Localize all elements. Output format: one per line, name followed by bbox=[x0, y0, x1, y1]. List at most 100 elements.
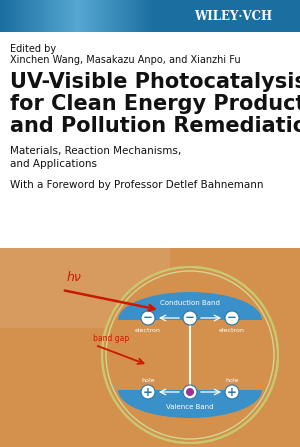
FancyBboxPatch shape bbox=[23, 0, 24, 32]
FancyBboxPatch shape bbox=[116, 0, 117, 32]
Text: Materials, Reaction Mechanisms,: Materials, Reaction Mechanisms, bbox=[10, 146, 181, 156]
Circle shape bbox=[225, 311, 239, 325]
Text: Xinchen Wang, Masakazu Anpo, and Xianzhi Fu: Xinchen Wang, Masakazu Anpo, and Xianzhi… bbox=[10, 55, 241, 65]
FancyBboxPatch shape bbox=[19, 0, 20, 32]
FancyBboxPatch shape bbox=[84, 0, 85, 32]
FancyBboxPatch shape bbox=[64, 0, 65, 32]
FancyBboxPatch shape bbox=[61, 0, 62, 32]
FancyBboxPatch shape bbox=[54, 0, 55, 32]
FancyBboxPatch shape bbox=[49, 0, 50, 32]
FancyBboxPatch shape bbox=[9, 0, 10, 32]
FancyBboxPatch shape bbox=[45, 0, 46, 32]
FancyBboxPatch shape bbox=[48, 0, 49, 32]
Text: band gap: band gap bbox=[93, 334, 129, 343]
FancyBboxPatch shape bbox=[119, 0, 120, 32]
FancyBboxPatch shape bbox=[46, 0, 47, 32]
FancyBboxPatch shape bbox=[136, 0, 137, 32]
FancyBboxPatch shape bbox=[20, 0, 21, 32]
FancyBboxPatch shape bbox=[95, 0, 96, 32]
Text: −: − bbox=[185, 312, 195, 325]
Text: Edited by: Edited by bbox=[10, 44, 56, 54]
FancyBboxPatch shape bbox=[77, 0, 78, 32]
Text: With a Foreword by Professor Detlef Bahnemann: With a Foreword by Professor Detlef Bahn… bbox=[10, 180, 263, 190]
FancyBboxPatch shape bbox=[112, 0, 113, 32]
FancyBboxPatch shape bbox=[12, 0, 13, 32]
FancyBboxPatch shape bbox=[133, 0, 134, 32]
FancyBboxPatch shape bbox=[149, 0, 150, 32]
FancyBboxPatch shape bbox=[131, 0, 132, 32]
FancyBboxPatch shape bbox=[40, 0, 41, 32]
FancyBboxPatch shape bbox=[58, 0, 59, 32]
FancyBboxPatch shape bbox=[145, 0, 146, 32]
FancyBboxPatch shape bbox=[75, 0, 76, 32]
FancyBboxPatch shape bbox=[111, 0, 112, 32]
FancyBboxPatch shape bbox=[57, 0, 58, 32]
Text: hν: hν bbox=[67, 271, 82, 284]
FancyBboxPatch shape bbox=[52, 0, 53, 32]
FancyBboxPatch shape bbox=[38, 0, 39, 32]
FancyBboxPatch shape bbox=[93, 0, 94, 32]
FancyBboxPatch shape bbox=[60, 0, 61, 32]
FancyBboxPatch shape bbox=[139, 0, 140, 32]
FancyBboxPatch shape bbox=[28, 0, 29, 32]
FancyBboxPatch shape bbox=[108, 0, 109, 32]
FancyBboxPatch shape bbox=[147, 0, 148, 32]
FancyBboxPatch shape bbox=[144, 0, 145, 32]
FancyBboxPatch shape bbox=[140, 0, 141, 32]
Circle shape bbox=[141, 311, 155, 325]
FancyBboxPatch shape bbox=[117, 0, 118, 32]
Text: −: − bbox=[227, 312, 237, 325]
FancyBboxPatch shape bbox=[79, 0, 80, 32]
FancyBboxPatch shape bbox=[116, 355, 264, 390]
FancyBboxPatch shape bbox=[86, 0, 87, 32]
FancyBboxPatch shape bbox=[82, 0, 83, 32]
FancyBboxPatch shape bbox=[42, 0, 43, 32]
FancyBboxPatch shape bbox=[71, 0, 72, 32]
FancyBboxPatch shape bbox=[97, 0, 98, 32]
FancyBboxPatch shape bbox=[109, 0, 110, 32]
FancyBboxPatch shape bbox=[96, 0, 97, 32]
FancyBboxPatch shape bbox=[128, 0, 129, 32]
FancyBboxPatch shape bbox=[44, 0, 45, 32]
FancyBboxPatch shape bbox=[76, 0, 77, 32]
Ellipse shape bbox=[118, 292, 262, 348]
FancyBboxPatch shape bbox=[114, 0, 115, 32]
FancyBboxPatch shape bbox=[120, 0, 121, 32]
FancyBboxPatch shape bbox=[141, 0, 142, 32]
FancyBboxPatch shape bbox=[110, 0, 111, 32]
Text: for Clean Energy Production: for Clean Energy Production bbox=[10, 94, 300, 114]
FancyBboxPatch shape bbox=[90, 0, 91, 32]
FancyBboxPatch shape bbox=[81, 0, 82, 32]
FancyBboxPatch shape bbox=[8, 0, 9, 32]
Circle shape bbox=[225, 385, 239, 399]
FancyBboxPatch shape bbox=[67, 0, 68, 32]
FancyBboxPatch shape bbox=[10, 0, 11, 32]
FancyBboxPatch shape bbox=[66, 0, 67, 32]
FancyBboxPatch shape bbox=[29, 0, 30, 32]
FancyBboxPatch shape bbox=[104, 0, 105, 32]
FancyBboxPatch shape bbox=[122, 0, 123, 32]
FancyBboxPatch shape bbox=[0, 0, 300, 32]
FancyBboxPatch shape bbox=[17, 0, 18, 32]
FancyBboxPatch shape bbox=[134, 0, 135, 32]
FancyBboxPatch shape bbox=[74, 0, 75, 32]
FancyBboxPatch shape bbox=[80, 0, 81, 32]
FancyBboxPatch shape bbox=[91, 0, 92, 32]
FancyBboxPatch shape bbox=[41, 0, 42, 32]
FancyBboxPatch shape bbox=[32, 0, 33, 32]
FancyBboxPatch shape bbox=[36, 0, 37, 32]
FancyBboxPatch shape bbox=[21, 0, 22, 32]
FancyBboxPatch shape bbox=[26, 0, 27, 32]
FancyBboxPatch shape bbox=[100, 0, 101, 32]
Text: and Pollution Remediation: and Pollution Remediation bbox=[10, 116, 300, 136]
Text: +: + bbox=[143, 385, 153, 398]
FancyBboxPatch shape bbox=[129, 0, 130, 32]
Text: hole: hole bbox=[141, 378, 155, 383]
FancyBboxPatch shape bbox=[51, 0, 52, 32]
FancyBboxPatch shape bbox=[7, 0, 8, 32]
Text: electron: electron bbox=[219, 328, 245, 333]
FancyBboxPatch shape bbox=[124, 0, 125, 32]
Text: UV-Visible Photocatalysis: UV-Visible Photocatalysis bbox=[10, 72, 300, 92]
FancyBboxPatch shape bbox=[16, 0, 17, 32]
FancyBboxPatch shape bbox=[132, 0, 133, 32]
